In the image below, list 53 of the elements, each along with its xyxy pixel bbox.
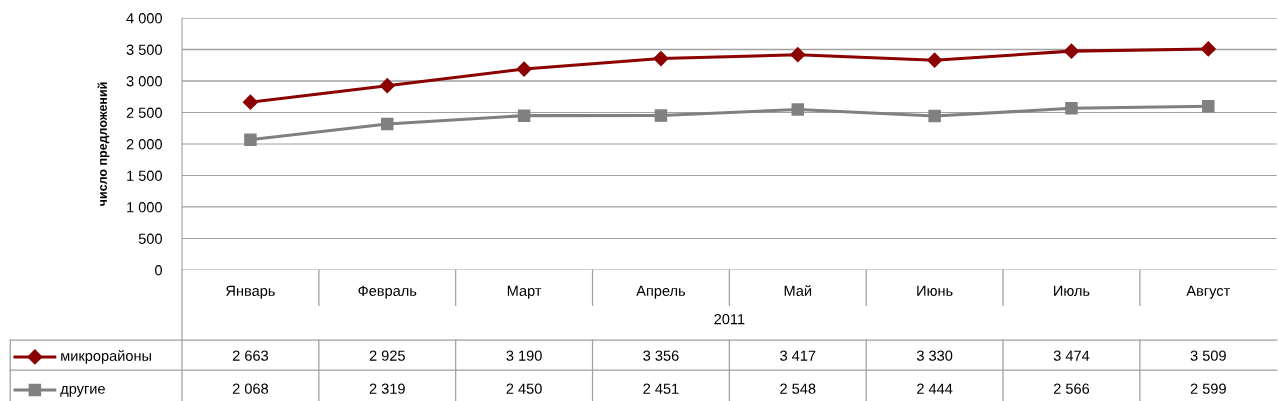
- legend-label: микрорайоны: [61, 350, 151, 364]
- y-tick-label: 4 000: [126, 13, 162, 24]
- x-axis-title: 2011: [714, 313, 745, 325]
- data-label: 2 068: [232, 383, 269, 394]
- point: [928, 109, 941, 123]
- point: [1202, 100, 1215, 113]
- point: [1065, 102, 1078, 115]
- data-label: 3 190: [506, 350, 542, 361]
- point: [927, 52, 943, 68]
- point: [242, 94, 258, 110]
- y-tick-label: 2 000: [126, 139, 162, 150]
- point: [1200, 41, 1216, 57]
- data-label: 3 509: [1190, 350, 1226, 361]
- data-label: 2 599: [1190, 383, 1226, 394]
- point: [653, 51, 669, 67]
- point: [516, 61, 532, 77]
- x-tick-label: Июль: [1054, 285, 1090, 296]
- x-tick-label: Март: [507, 285, 542, 299]
- y-tick-label: 500: [138, 233, 162, 244]
- x-tick-label: Январь: [226, 285, 275, 299]
- y-tick-label: 3 500: [126, 44, 162, 55]
- x-tick-label: Август: [1186, 285, 1230, 299]
- data-label: 3 356: [643, 350, 679, 361]
- y-tick-label: 1 500: [127, 170, 162, 181]
- x-tick-label: Февраль: [358, 285, 417, 299]
- y-tick-label: 2 500: [126, 107, 162, 118]
- data-label: 2 925: [369, 350, 405, 361]
- data-label: 2 319: [369, 383, 405, 394]
- y-tick-label: 0: [155, 265, 162, 276]
- y-axis-title: число предложений: [97, 82, 110, 206]
- point: [654, 109, 668, 122]
- point: [379, 78, 395, 94]
- data-label: 2 548: [780, 383, 816, 394]
- point: [790, 47, 806, 63]
- data-label: 3 417: [780, 350, 816, 361]
- point: [381, 117, 394, 131]
- point: [791, 103, 805, 116]
- data-label: 2 663: [232, 350, 269, 361]
- point: [517, 109, 531, 122]
- y-tick-label: 1 000: [127, 202, 162, 213]
- legend-label: другие: [60, 385, 105, 397]
- data-label: 2 566: [1053, 383, 1090, 394]
- y-tick-label: 3 000: [126, 76, 162, 87]
- data-label: 3 474: [1053, 350, 1090, 361]
- data-label: 2 450: [506, 383, 542, 394]
- data-label: 2 444: [917, 383, 953, 394]
- x-tick-label: Май: [784, 285, 812, 296]
- point: [244, 133, 257, 146]
- point: [1063, 43, 1080, 59]
- x-tick-label: Июнь: [917, 285, 953, 296]
- x-tick-label: Апрель: [636, 285, 686, 299]
- data-label: 3 330: [916, 350, 953, 361]
- data-label: 2 451: [643, 383, 679, 394]
